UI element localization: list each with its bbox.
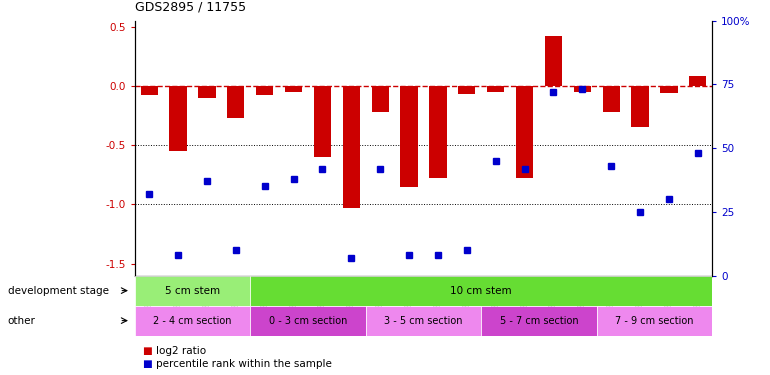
Bar [169, 86, 186, 151]
Text: 7 - 9 cm section: 7 - 9 cm section [615, 316, 694, 326]
Text: percentile rank within the sample: percentile rank within the sample [156, 359, 332, 369]
Bar [250, 276, 712, 306]
Bar [430, 86, 447, 178]
Bar [597, 306, 712, 336]
Bar [371, 86, 389, 112]
Bar [574, 86, 591, 92]
Text: development stage: development stage [8, 286, 109, 296]
Bar [366, 306, 481, 336]
Bar [227, 86, 245, 118]
Bar [458, 86, 475, 94]
Bar [199, 86, 216, 98]
Bar [660, 86, 678, 93]
Bar [400, 86, 417, 187]
Text: log2 ratio: log2 ratio [156, 346, 206, 355]
Bar [487, 86, 504, 92]
Text: 5 cm stem: 5 cm stem [165, 286, 220, 296]
Text: GDS2895 / 11755: GDS2895 / 11755 [135, 0, 246, 13]
Bar [689, 76, 707, 86]
Text: 10 cm stem: 10 cm stem [450, 286, 512, 296]
Bar [631, 86, 648, 128]
Text: 5 - 7 cm section: 5 - 7 cm section [500, 316, 578, 326]
Bar [545, 36, 562, 86]
Bar [602, 86, 620, 112]
Bar [516, 86, 533, 178]
Bar [135, 306, 250, 336]
Text: ■: ■ [142, 359, 152, 369]
Bar [285, 86, 302, 92]
Text: other: other [8, 316, 35, 326]
Bar [481, 306, 597, 336]
Bar [135, 276, 250, 306]
Bar [343, 86, 360, 208]
Bar [314, 86, 331, 157]
Text: 2 - 4 cm section: 2 - 4 cm section [153, 316, 232, 326]
Bar [256, 86, 273, 95]
Text: 3 - 5 cm section: 3 - 5 cm section [384, 316, 463, 326]
Bar [250, 306, 366, 336]
Bar [140, 86, 158, 95]
Text: 0 - 3 cm section: 0 - 3 cm section [269, 316, 347, 326]
Text: ■: ■ [142, 346, 152, 355]
